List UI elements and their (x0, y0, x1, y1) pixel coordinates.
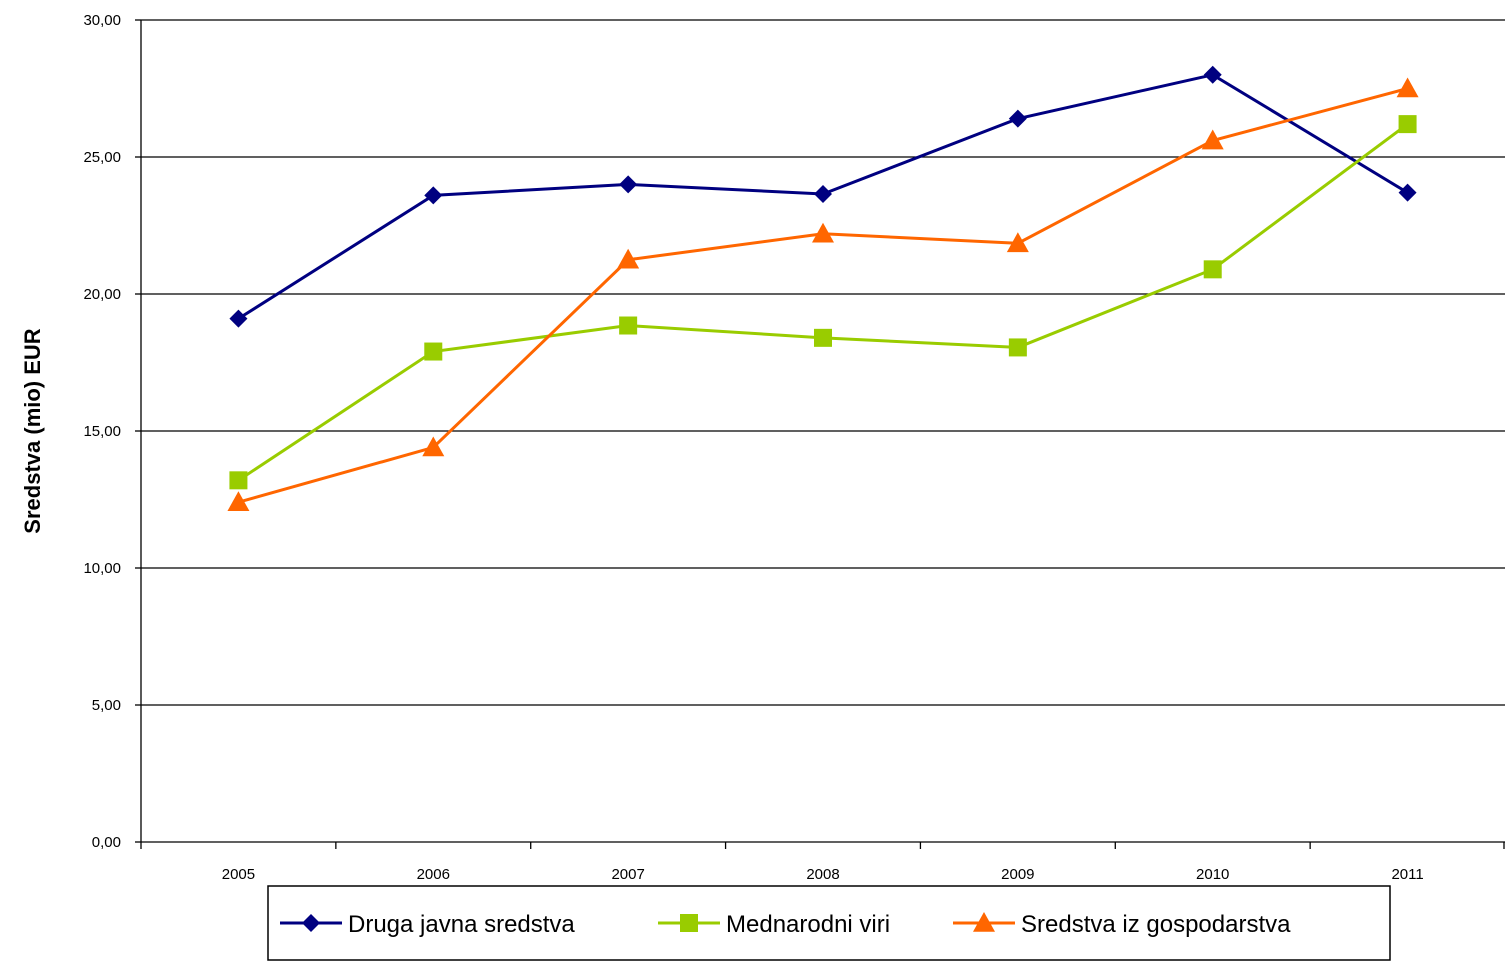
legend-marker-0 (302, 914, 320, 932)
series-lines (237, 73, 1409, 504)
x-tick-label: 2011 (1391, 866, 1423, 883)
y-axis-label: Sredstva (mio) EUR (20, 328, 45, 533)
legend-marker-2 (973, 912, 995, 932)
y-tick-label: 5,00 (92, 697, 121, 714)
data-point-s0-5 (1203, 65, 1222, 84)
series-line-1 (237, 122, 1409, 482)
x-tick-label: 2006 (417, 866, 450, 883)
data-point-s2-0 (227, 491, 250, 512)
legend-label-2: Sredstva iz gospodarstva (1021, 911, 1291, 938)
x-tick-label: 2007 (611, 866, 644, 883)
x-tick-label: 2010 (1196, 866, 1229, 883)
y-tick-label: 0,00 (92, 834, 121, 851)
y-tick-label: 15,00 (83, 423, 121, 440)
data-point-s0-6 (1398, 183, 1417, 202)
data-point-s1-3 (814, 328, 832, 347)
y-tick-label: 10,00 (83, 560, 121, 577)
y-tick-label: 20,00 (83, 286, 121, 303)
x-tick-label: 2009 (1001, 866, 1034, 883)
data-point-s0-0 (229, 309, 248, 328)
legend-label-0: Druga javna sredstva (348, 911, 575, 938)
series-line-2 (238, 87, 1408, 504)
legend-label-1: Mednarodni viri (726, 911, 890, 938)
data-point-s0-2 (619, 175, 638, 194)
data-point-s1-5 (1203, 260, 1222, 279)
y-tick-label: 30,00 (83, 12, 121, 29)
data-point-s0-1 (424, 186, 443, 205)
axes: 0,00 5,00 10,00 15,00 20,00 25,00 30,00 2005 200… (83, 12, 1505, 883)
data-point-s0-3 (814, 184, 832, 203)
y-tick-label: 25,00 (83, 149, 121, 166)
legend-marker-1 (680, 914, 698, 932)
data-point-s2-4 (1006, 232, 1029, 253)
data-point-s1-1 (424, 342, 443, 361)
legend: Druga javna sredstva Mednarodni viri Sreds… (267, 885, 1391, 961)
legend-box (267, 885, 1391, 961)
data-point-s2-2 (617, 248, 640, 269)
data-point-s2-3 (812, 222, 834, 243)
grid-lines (141, 19, 1505, 706)
data-point-s1-2 (619, 316, 638, 335)
x-tick-label: 2008 (806, 866, 839, 883)
data-point-s0-4 (1008, 109, 1027, 128)
data-point-s2-6 (1396, 77, 1419, 98)
series-markers (227, 65, 1419, 512)
data-point-s1-6 (1398, 115, 1417, 134)
data-point-s1-0 (229, 471, 248, 490)
data-point-s1-4 (1008, 338, 1027, 357)
x-tick-label: 2005 (222, 866, 255, 883)
data-point-s2-1 (422, 436, 445, 457)
data-point-s2-5 (1201, 129, 1224, 150)
